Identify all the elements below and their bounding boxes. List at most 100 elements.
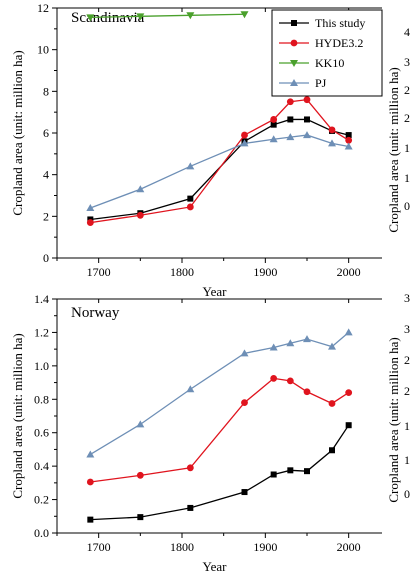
data-point-this-study bbox=[187, 504, 194, 511]
data-point-pj bbox=[186, 385, 195, 393]
y-tick-label: 2 bbox=[43, 209, 49, 223]
x-tick-label: 1900 bbox=[253, 265, 277, 279]
legend-box bbox=[271, 9, 383, 97]
x-tick-label: 1800 bbox=[170, 540, 194, 554]
data-point-hyde3-2 bbox=[345, 136, 353, 144]
data-point-this-study bbox=[137, 514, 144, 521]
y-tick-label: 0.6 bbox=[34, 426, 49, 440]
data-point-kk10 bbox=[240, 11, 249, 19]
x-tick-label: 1700 bbox=[87, 540, 111, 554]
data-point-kk10 bbox=[136, 13, 145, 21]
legend-entry-pj: PJ bbox=[315, 76, 327, 90]
y-tick-label: 0 bbox=[43, 251, 49, 265]
cropped-tick-label: 0 bbox=[404, 487, 410, 501]
y-tick-label: 12 bbox=[37, 1, 49, 15]
cropped-tick-label: 1 bbox=[404, 171, 410, 185]
data-point-kk10 bbox=[186, 12, 195, 20]
data-point-hyde3-2 bbox=[186, 203, 194, 211]
data-point-hyde3-2 bbox=[328, 400, 336, 407]
data-point-pj bbox=[328, 139, 336, 147]
y-tick-label: 0.2 bbox=[34, 493, 49, 507]
data-point-this-study bbox=[329, 447, 335, 454]
data-point-pj bbox=[303, 131, 311, 139]
data-point-pj bbox=[240, 139, 249, 147]
y-tick-label: 1.4 bbox=[34, 292, 49, 306]
cropped-tick-label: 2 bbox=[404, 83, 410, 97]
data-point-pj bbox=[286, 339, 295, 347]
data-point-pj bbox=[269, 135, 278, 143]
legend-swatch-marker bbox=[290, 39, 298, 47]
series-pj bbox=[86, 131, 353, 211]
x-axis-title: Year bbox=[203, 559, 228, 574]
x-tick-label: 2000 bbox=[337, 540, 361, 554]
data-point-pj bbox=[86, 450, 95, 458]
cropped-tick-label: 3 bbox=[404, 322, 410, 336]
series-this-study bbox=[87, 422, 352, 523]
series-line-hyde3-2 bbox=[90, 377, 350, 483]
data-point-pj bbox=[86, 204, 95, 211]
legend: This study HYDE3.2 KK10 PJ bbox=[271, 9, 383, 97]
cropped-tick-label: 2 bbox=[404, 353, 410, 367]
data-point-pj bbox=[269, 343, 278, 351]
cropped-tick-label: 2 bbox=[404, 384, 410, 398]
y-tick-label: 1.2 bbox=[34, 325, 49, 339]
legend-entry-hyde3-2: HYDE3.2 bbox=[315, 36, 363, 50]
data-point-hyde3-2 bbox=[241, 131, 248, 139]
y-tick-label: 6 bbox=[43, 126, 49, 140]
data-point-pj bbox=[328, 342, 336, 350]
data-point-hyde3-2 bbox=[241, 399, 248, 407]
series-hyde3-2 bbox=[86, 374, 353, 486]
legend-swatch-marker bbox=[290, 60, 298, 67]
y-axis-title: Cropland area (unit: million ha) bbox=[10, 50, 25, 215]
data-point-pj bbox=[286, 133, 295, 141]
data-point-this-study bbox=[270, 121, 277, 128]
data-point-this-study bbox=[345, 132, 352, 139]
series-line-kk10 bbox=[90, 13, 245, 19]
y-axis-title: Cropland area (unit: million ha) bbox=[10, 333, 25, 498]
data-point-hyde3-2 bbox=[303, 388, 311, 396]
scandinavia-chart: 1700 1800 1900 2000 0 2 4 6 8 10 12 Year Cropland ar… bbox=[10, 1, 383, 299]
data-point-this-study bbox=[304, 468, 310, 475]
data-point-this-study bbox=[270, 471, 277, 478]
y-tick-label: 1.0 bbox=[34, 359, 49, 373]
cropped-tick-label: 1 bbox=[404, 419, 410, 433]
x-tick-label: 1700 bbox=[87, 265, 111, 279]
cropped-tick-label: 2 bbox=[404, 111, 410, 125]
x-tick-label: 1900 bbox=[253, 540, 277, 554]
data-point-pj bbox=[344, 328, 353, 336]
legend-swatch-marker bbox=[290, 79, 298, 86]
data-point-pj bbox=[240, 349, 249, 357]
series-line-pj bbox=[90, 134, 349, 209]
y-tick-label: 0.0 bbox=[34, 526, 49, 540]
y-tick-label: 10 bbox=[37, 43, 49, 57]
y-tick-label: 4 bbox=[43, 168, 49, 182]
data-point-hyde3-2 bbox=[186, 464, 194, 472]
series-this-study bbox=[87, 116, 352, 223]
series-pj bbox=[86, 328, 353, 458]
data-point-this-study bbox=[187, 195, 194, 202]
legend-entry-this-study: This study bbox=[315, 16, 365, 30]
data-point-hyde3-2 bbox=[286, 377, 294, 385]
data-point-kk10 bbox=[86, 14, 95, 22]
series-kk10 bbox=[86, 11, 249, 22]
cropped-tick-label: 3 bbox=[404, 55, 410, 69]
data-point-this-study bbox=[87, 516, 94, 523]
data-point-pj bbox=[136, 420, 145, 428]
cropped-y-axis-title: Cropland area (unit: million ha) bbox=[386, 67, 401, 232]
panel-title: Norway bbox=[71, 305, 120, 321]
norway-chart: 1700 1800 1900 2000 0.0 0.2 0.4 0.6 0.8 1.0 1.2 1.4… bbox=[10, 292, 382, 574]
data-point-hyde3-2 bbox=[328, 126, 336, 134]
cropped-tick-label: 1 bbox=[404, 141, 410, 155]
data-point-hyde3-2 bbox=[345, 389, 353, 396]
cropped-y-axis-title: Cropland area (unit: million ha) bbox=[386, 337, 401, 502]
data-point-hyde3-2 bbox=[86, 478, 94, 486]
cropped-tick-label: 0 bbox=[404, 199, 410, 213]
data-point-hyde3-2 bbox=[136, 211, 144, 219]
data-point-pj bbox=[186, 162, 195, 170]
series-hyde3-2 bbox=[86, 96, 353, 226]
data-point-this-study bbox=[304, 116, 310, 123]
data-point-pj bbox=[344, 142, 353, 150]
data-point-hyde3-2 bbox=[136, 471, 144, 479]
